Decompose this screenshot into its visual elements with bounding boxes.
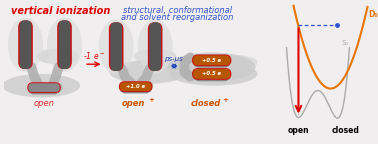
Polygon shape: [28, 92, 60, 94]
Text: closed: closed: [331, 126, 359, 135]
FancyBboxPatch shape: [109, 22, 124, 71]
FancyBboxPatch shape: [192, 68, 231, 80]
Polygon shape: [193, 79, 230, 81]
FancyBboxPatch shape: [193, 55, 230, 65]
Text: structural, conformational: structural, conformational: [123, 6, 232, 15]
Text: D₀: D₀: [369, 10, 378, 19]
FancyBboxPatch shape: [193, 69, 230, 79]
FancyBboxPatch shape: [28, 83, 60, 92]
Ellipse shape: [47, 17, 82, 72]
Text: and solvent reorganization: and solvent reorganization: [121, 13, 234, 22]
Ellipse shape: [8, 17, 43, 72]
Ellipse shape: [199, 54, 257, 70]
Text: -1 $e^-$: -1 $e^-$: [83, 50, 105, 61]
Ellipse shape: [36, 49, 79, 64]
Text: +1.0 e: +1.0 e: [126, 84, 145, 89]
Ellipse shape: [99, 19, 134, 74]
FancyBboxPatch shape: [149, 22, 161, 71]
Text: open: open: [288, 126, 309, 135]
Ellipse shape: [168, 53, 256, 82]
FancyBboxPatch shape: [18, 20, 33, 69]
FancyBboxPatch shape: [20, 20, 31, 69]
Text: +0.5 e: +0.5 e: [202, 71, 221, 76]
Polygon shape: [120, 91, 151, 93]
FancyBboxPatch shape: [59, 20, 70, 69]
FancyBboxPatch shape: [57, 20, 72, 69]
Ellipse shape: [138, 19, 173, 74]
Text: closed: closed: [191, 99, 221, 108]
Text: open: open: [122, 99, 146, 108]
FancyBboxPatch shape: [110, 22, 122, 71]
Ellipse shape: [2, 74, 80, 97]
Ellipse shape: [109, 60, 187, 84]
Text: S₀: S₀: [341, 40, 349, 46]
FancyBboxPatch shape: [119, 81, 152, 92]
Text: +: +: [148, 97, 154, 103]
FancyBboxPatch shape: [148, 22, 163, 71]
Ellipse shape: [134, 49, 177, 64]
Polygon shape: [193, 65, 230, 68]
Text: ps-μs: ps-μs: [164, 56, 183, 62]
Text: vertical ionization: vertical ionization: [11, 6, 110, 16]
Text: +0.5 e: +0.5 e: [202, 58, 221, 63]
Text: open: open: [34, 99, 54, 108]
FancyBboxPatch shape: [27, 82, 61, 93]
FancyBboxPatch shape: [192, 54, 231, 66]
FancyBboxPatch shape: [120, 82, 151, 91]
Ellipse shape: [170, 62, 257, 86]
Text: +: +: [222, 97, 228, 103]
